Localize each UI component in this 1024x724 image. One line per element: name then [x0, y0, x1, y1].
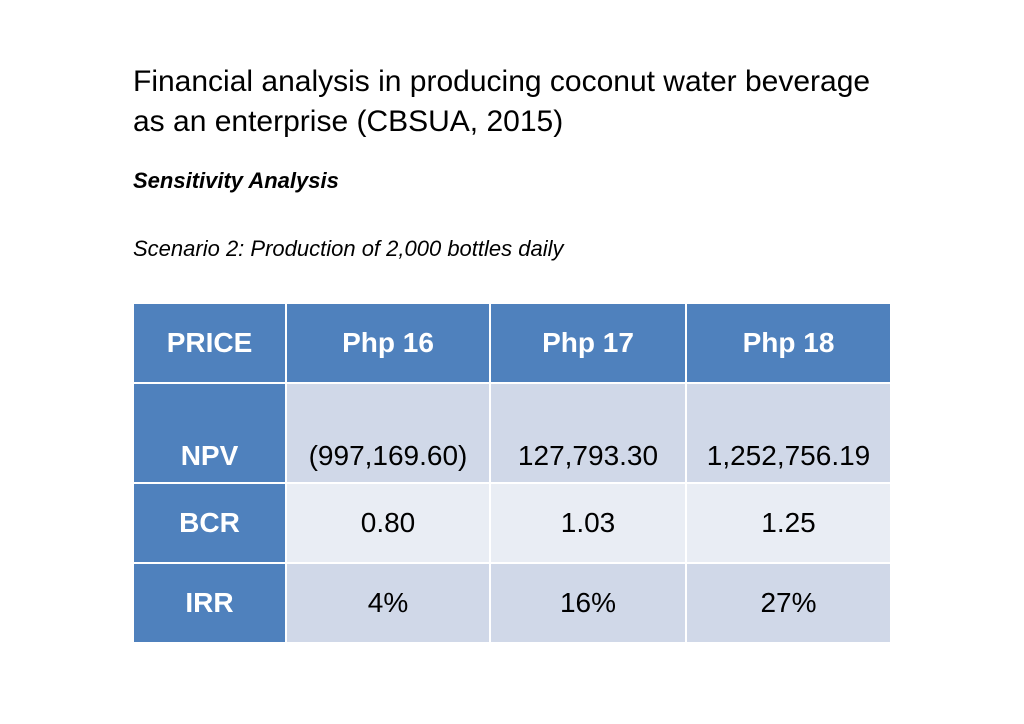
table-cell: 4%: [285, 562, 491, 644]
table-cell: 1.25: [685, 482, 892, 564]
row-label-irr: IRR: [132, 562, 287, 644]
table-cell: (997,169.60): [285, 382, 491, 484]
scenario-label: Scenario 2: Production of 2,000 bottles …: [133, 236, 564, 261]
table-cell: 27%: [685, 562, 892, 644]
table-row-irr: IRR 4% 16% 27%: [132, 562, 892, 644]
table-row-npv: NPV (997,169.60) 127,793.30 1,252,756.19: [132, 382, 892, 484]
header-cell-php18: Php 18: [685, 302, 892, 384]
section-subtitle: Sensitivity Analysis: [133, 168, 339, 193]
table-cell: 1.03: [489, 482, 687, 564]
table-cell: 0.80: [285, 482, 491, 564]
header-cell-price: PRICE: [132, 302, 287, 384]
title-line-2: as an enterprise (CBSUA, 2015): [133, 105, 564, 138]
header-cell-php17: Php 17: [489, 302, 687, 384]
title-line-1: Financial analysis in producing coconut …: [133, 65, 871, 98]
row-label-npv: NPV: [132, 382, 287, 484]
row-label-bcr: BCR: [132, 482, 287, 564]
header-cell-php16: Php 16: [285, 302, 491, 384]
table-cell: 127,793.30: [489, 382, 687, 484]
page-title: Financial analysis in producing coconut …: [133, 62, 933, 142]
table-cell: 1,252,756.19: [685, 382, 892, 484]
sensitivity-table: PRICE Php 16 Php 17 Php 18 NPV (997,169.…: [132, 302, 892, 644]
table-header-row: PRICE Php 16 Php 17 Php 18: [132, 302, 892, 384]
table-cell: 16%: [489, 562, 687, 644]
table-row-bcr: BCR 0.80 1.03 1.25: [132, 482, 892, 564]
